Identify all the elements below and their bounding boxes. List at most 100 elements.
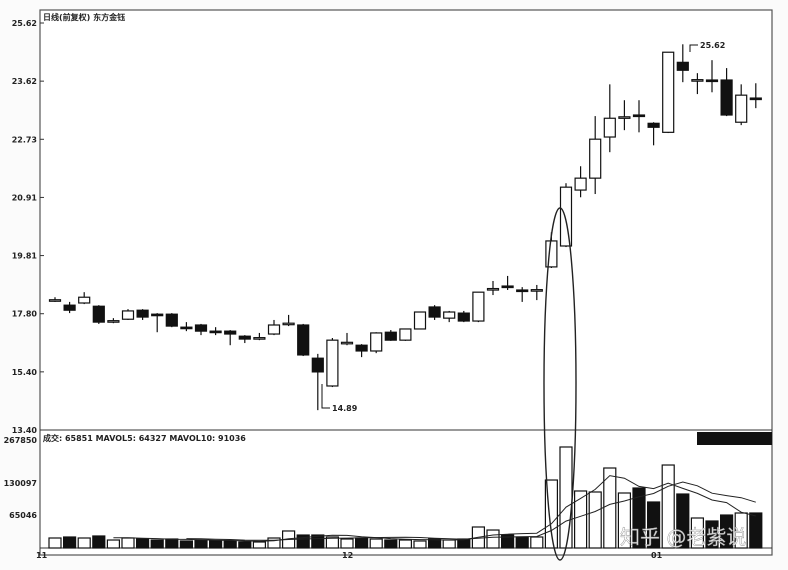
volume-bar <box>603 467 617 549</box>
high-label: 25.62 <box>700 41 725 50</box>
candle-body <box>48 299 62 302</box>
candle-body <box>603 117 616 138</box>
candle <box>399 328 412 341</box>
candle-body <box>384 331 397 341</box>
chart-title: 日线(前复权) 东方金钰 <box>43 12 125 22</box>
volume-bar <box>92 535 106 549</box>
candle <box>530 284 543 301</box>
volume-bar <box>77 537 91 549</box>
y-tick-label: 25.62 <box>12 19 37 28</box>
candle-body <box>691 79 704 82</box>
candle <box>107 318 120 324</box>
volume-bar <box>486 529 500 549</box>
volume-bar <box>165 538 179 549</box>
mavol10-line <box>186 481 756 541</box>
candle-body <box>326 339 339 387</box>
volume-bar <box>48 537 62 549</box>
volume-bar <box>734 512 748 549</box>
volume-bar <box>106 539 121 549</box>
low-annotation: 14.89 <box>321 384 358 413</box>
y-tick-label: 13.40 <box>12 426 38 435</box>
candle <box>92 305 105 324</box>
candle <box>326 337 339 388</box>
candle <box>618 100 631 131</box>
candle-body <box>472 291 485 322</box>
volume-bar <box>238 541 252 549</box>
candle-body <box>297 324 310 356</box>
mavol5-line <box>113 475 756 542</box>
candle-body <box>662 51 675 133</box>
candle-body <box>705 79 719 83</box>
volume-tick-label: 130097 <box>4 479 37 488</box>
volume-bar <box>719 514 734 549</box>
candle-body <box>136 309 149 318</box>
x-tick-label: 01 <box>651 551 663 560</box>
candle-body <box>516 289 529 293</box>
candle-body <box>282 322 295 326</box>
candle-body <box>107 320 120 323</box>
volume-bar <box>515 536 529 549</box>
volume-tick-label: 65046 <box>9 511 37 520</box>
candle <box>516 287 529 302</box>
volume-bar <box>355 537 369 549</box>
candle <box>180 322 193 332</box>
volume-bar <box>559 446 573 549</box>
candle-body <box>311 357 324 373</box>
y-tick-label: 17.80 <box>12 310 38 319</box>
low-label: 14.89 <box>332 404 358 413</box>
candle <box>384 330 397 341</box>
candle-body <box>428 306 441 318</box>
volume-bar <box>136 538 150 549</box>
volume-bar <box>632 487 646 549</box>
volume-legend: 成交: 65851 MAVOL5: 64327 MAVOL10: 91036 <box>43 433 246 443</box>
candle <box>486 280 500 296</box>
candle-body <box>180 326 193 330</box>
candle <box>224 330 237 346</box>
candle-body <box>224 330 237 335</box>
candle <box>340 332 354 346</box>
candle-body <box>545 240 558 268</box>
y-tick-label: 23.62 <box>12 77 37 86</box>
volume-bar <box>150 539 164 549</box>
volume-bar <box>62 536 77 549</box>
volume-bar <box>209 540 223 549</box>
candle <box>574 166 587 198</box>
volume-bar <box>617 492 632 549</box>
candle-body <box>194 324 208 332</box>
candle-body <box>355 344 368 352</box>
candle-body <box>340 341 354 345</box>
highlight-ellipse <box>543 207 577 561</box>
volume-bar <box>340 538 354 549</box>
candle <box>63 301 76 314</box>
candle-body <box>78 296 91 304</box>
volume-bar <box>573 490 588 549</box>
volume-bar <box>223 540 237 549</box>
candle <box>78 292 91 305</box>
volume-bar <box>705 520 719 549</box>
candle <box>559 183 573 248</box>
candle-body <box>413 311 427 330</box>
high-annotation: 25.62 <box>689 41 725 52</box>
candle-body <box>267 324 281 335</box>
candle <box>735 84 748 126</box>
volume-bar <box>384 539 398 549</box>
candle-body <box>151 313 164 317</box>
x-tick-label: 12 <box>342 551 353 560</box>
volume-bar <box>646 501 661 549</box>
candle <box>297 323 310 357</box>
volume-bar <box>428 538 442 549</box>
candle <box>691 73 704 95</box>
volume-bar <box>194 539 208 549</box>
candle <box>632 100 646 133</box>
candle-body <box>92 305 105 323</box>
candle <box>428 305 441 320</box>
candle <box>121 309 135 320</box>
candle <box>603 84 616 153</box>
volume-bar <box>325 536 339 549</box>
volume-bar <box>413 540 427 549</box>
candle-body <box>749 97 762 101</box>
candle <box>749 83 762 109</box>
y-tick-label: 20.91 <box>12 193 38 202</box>
volume-bar <box>676 493 690 549</box>
candle <box>355 344 368 358</box>
